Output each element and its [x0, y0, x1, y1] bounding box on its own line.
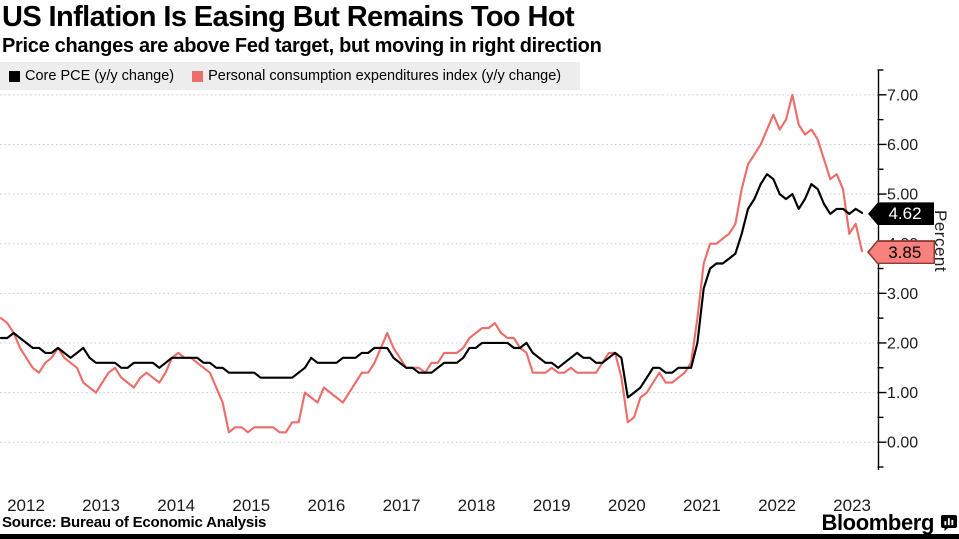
source-note: Source: Bureau of Economic Analysis	[2, 514, 267, 531]
x-tick-label: 2014	[157, 496, 195, 515]
pce-line	[0, 93, 864, 434]
y-tick-label: 1.00	[887, 385, 918, 402]
core-pce-end-value: 4.62	[888, 204, 922, 224]
y-tick-label: 6.00	[887, 137, 918, 154]
pce-swatch-icon	[192, 70, 204, 82]
bloomberg-wordmark: Bloomberg	[821, 510, 934, 535]
x-tick-label: 2019	[533, 496, 571, 515]
core-pce-line	[0, 173, 864, 399]
pce-value-badge: 3.85	[867, 240, 935, 265]
bottom-bar	[0, 534, 959, 539]
pce-value-badge-fill: 3.85	[869, 241, 934, 263]
x-tick-label: 2013	[82, 496, 120, 515]
x-tick-label: 2015	[232, 496, 270, 515]
legend-label-pce: Personal consumption expenditures index …	[208, 68, 562, 84]
core-pce-value-badge: 4.62	[868, 202, 934, 226]
y-tick-label: 0.00	[887, 435, 918, 452]
bloomberg-logo: Bloomberg	[821, 510, 957, 536]
y-tick-label: 3.00	[887, 286, 918, 303]
legend-item-pce: Personal consumption expenditures index …	[192, 68, 561, 84]
bar-chart-bubble-icon	[941, 515, 957, 531]
y-tick-label: 7.00	[887, 87, 918, 104]
x-tick-label: 2023	[833, 496, 871, 515]
chart-title: US Inflation Is Easing But Remains Too H…	[2, 1, 575, 33]
legend: Core PCE (y/y change) Personal consumpti…	[0, 62, 580, 90]
x-tick-label: 2022	[758, 496, 796, 515]
legend-item-core-pce: Core PCE (y/y change)	[9, 68, 174, 84]
x-tick-label: 2016	[307, 496, 345, 515]
pce-end-value: 3.85	[888, 242, 922, 262]
x-tick-label: 2017	[383, 496, 421, 515]
legend-label-core-pce: Core PCE (y/y change)	[25, 68, 175, 84]
y-tick-label: 5.00	[887, 187, 918, 204]
x-tick-label: 2020	[608, 496, 646, 515]
x-tick-label: 2018	[458, 496, 496, 515]
y-tick-label: 2.00	[887, 335, 918, 352]
y-axis-title: Percent	[931, 210, 950, 273]
x-tick-label: 2021	[683, 496, 721, 515]
x-tick-label: 2012	[7, 496, 45, 515]
chart-subtitle: Price changes are above Fed target, but …	[2, 35, 602, 57]
core-pce-swatch-icon	[9, 70, 20, 82]
